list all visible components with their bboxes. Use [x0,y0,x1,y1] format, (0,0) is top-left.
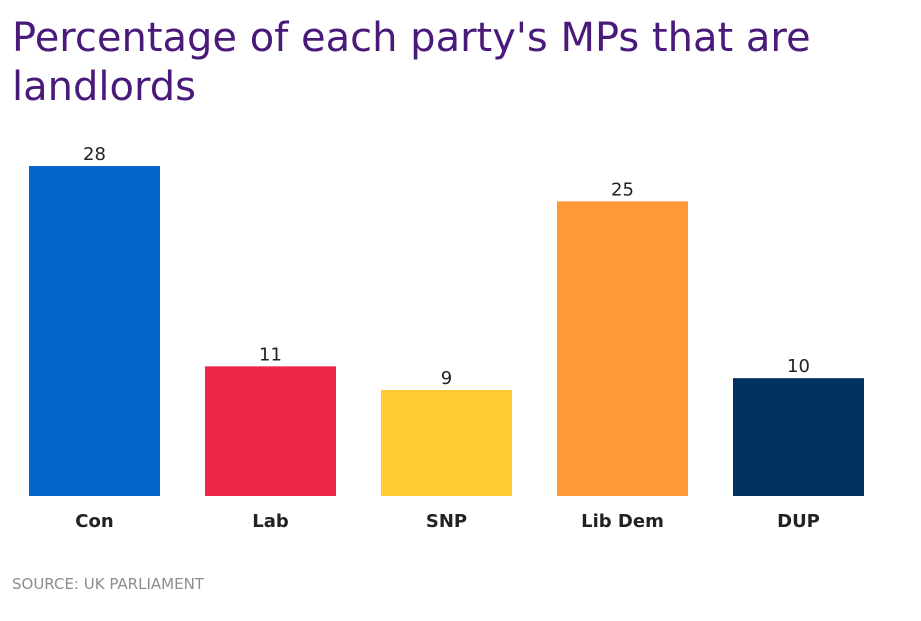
value-labels-group: 28 11 9 25 10 [83,144,810,389]
value-label-dup: 10 [787,356,810,377]
category-label-lib-dem: Lib Dem [581,511,664,532]
category-label-snp: SNP [426,511,467,532]
bar-snp [381,389,512,496]
chart-title: Percentage of each party's MPs that are … [12,15,811,110]
bar-con [29,166,160,496]
category-label-dup: DUP [777,511,820,532]
value-label-snp: 9 [441,368,452,389]
bar-dup [733,378,864,496]
value-label-lab: 11 [259,344,282,365]
bar-lab [205,366,336,496]
category-label-con: Con [75,511,113,532]
category-label-lab: Lab [252,511,289,532]
value-label-lib-dem: 25 [611,179,634,200]
bars-group [29,166,864,496]
value-label-con: 28 [83,144,106,165]
bar-lib-dem [557,201,688,496]
category-labels-group: Con Lab SNP Lib Dem DUP [75,511,820,532]
source-note: SOURCE: UK PARLIAMENT [12,575,204,593]
